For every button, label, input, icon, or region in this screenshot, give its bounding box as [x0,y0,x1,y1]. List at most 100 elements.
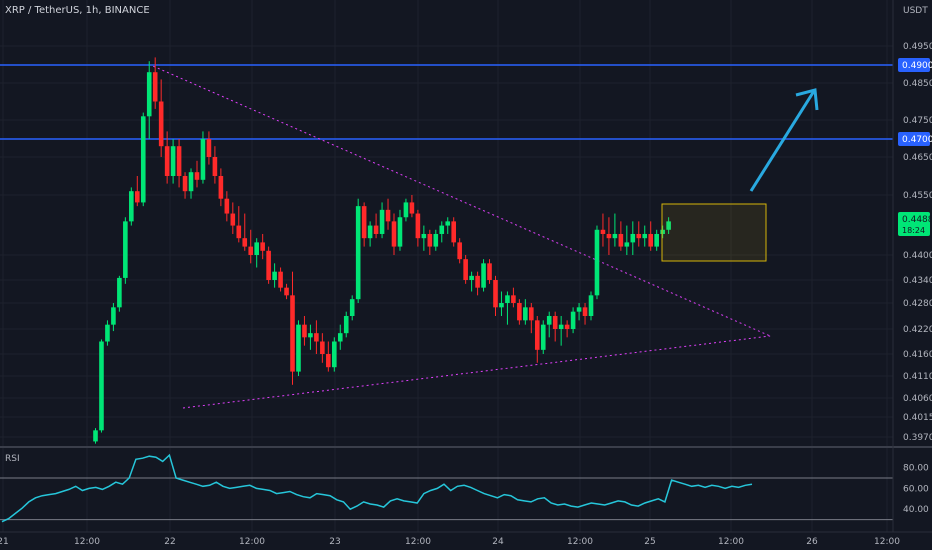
triangle-trendlines[interactable] [153,65,771,409]
rsi-panel [0,453,893,523]
lower-trendline[interactable] [182,335,771,409]
upper-trendline[interactable] [153,65,771,337]
candle-body [218,176,224,199]
price-tick-label: 0.4060 [903,394,932,404]
candle-body [314,333,319,342]
candle-body [152,72,158,102]
price-tick-label: 0.4340 [903,276,932,286]
time-tick-label: 24 [492,537,504,547]
time-tick-label: 12:00 [405,537,431,547]
candle-body [242,238,248,247]
candle-body [176,146,182,176]
candle-body [117,277,122,308]
candle-body [134,191,140,203]
price-tick-label: 0.4110 [903,372,932,382]
candle-body [266,250,271,280]
candle-body [427,233,433,247]
candle-body [248,246,254,255]
candle-body [630,233,636,243]
level-price-tag [898,132,930,146]
level-price-label: 0.4700 [902,135,932,145]
candle-body [188,172,194,192]
candle-body [409,202,415,214]
candle-body [612,233,618,239]
candle-body [158,101,164,147]
rsi-line [1,453,753,523]
level-price-label: 0.4900 [902,61,932,71]
candle-body [385,209,391,222]
candle-body [433,233,439,247]
candle-body [236,225,242,239]
candle-body [564,324,570,329]
price-tick-label: 0.4015 [903,413,932,423]
candle-body [594,229,600,296]
candle-body [361,206,367,239]
chart-title: XRP / TetherUS, 1h, BINANCE [5,5,150,16]
candle-body [457,242,462,260]
price-tick-label: 0.4750 [903,116,932,126]
candle-body [230,213,236,226]
candle-body [355,206,361,300]
price-tick-label: 0.4950 [903,42,932,52]
arrow-icon[interactable] [749,88,819,192]
candle-body [343,316,349,334]
candle-body [582,307,588,316]
time-tick-label: 21 [0,537,9,547]
candle-body [170,146,176,176]
candle-body [606,233,612,239]
candle-body [326,354,331,368]
candle-body [552,316,558,329]
candle-body [99,341,104,431]
time-tick-label: 12:00 [874,537,900,547]
candle-body [164,146,170,176]
candle-body [421,233,427,239]
candle-body [529,307,534,321]
candle-body [391,221,397,247]
candle-body [111,307,116,325]
candle-body [576,307,582,312]
candle-body [337,333,343,342]
price-tick-label: 0.4550 [903,191,932,201]
price-tick-label: 0.3970 [903,433,932,443]
candle-body [618,233,624,247]
candle-body [469,275,474,280]
candle-body [200,139,206,180]
candle-body [194,172,200,180]
candlesticks [93,57,671,444]
rsi-label: RSI [5,454,20,464]
time-tick-label: 12:00 [567,537,593,547]
time-tick-label: 12:00 [718,537,744,547]
time-tick-label: 23 [329,537,340,547]
candle-body [296,324,301,372]
price-tick-label: 0.4280 [903,299,932,309]
candle-body [517,303,522,321]
time-tick-label: 22 [164,537,175,547]
candle-body [278,271,283,288]
price-tick-label: 0.4850 [903,79,932,89]
candle-body [451,221,456,243]
candle-body [212,157,218,176]
consolidation-box[interactable] [661,203,767,262]
candle-body [499,303,504,308]
candle-body [140,116,146,203]
candle-body [654,233,659,247]
time-axis[interactable]: 21 12:00 22 12:00 23 12:00 24 12:00 25 12:00 26 12:… [0,537,900,547]
price-tick-label: 0.4650 [903,153,932,163]
time-tick-label: 12:00 [74,537,100,547]
last-price-label: 0.4488 [902,215,932,225]
candle-body [284,287,289,296]
candle-body [397,217,403,247]
candle-body [224,198,230,214]
level-price-tag [898,58,930,72]
candle-body [487,263,492,280]
candle-body [493,280,498,308]
time-tick-label: 25 [644,537,655,547]
candle-body [600,229,606,234]
candle-body [93,430,98,442]
price-tick-label: 0.4400 [903,251,932,261]
candle-body [445,221,451,226]
candle-body [660,229,665,234]
candle-body [367,225,373,239]
price-axis[interactable]: 0.4950 0.4850 0.4750 0.4650 0.4550 0.4400 0.43… [898,42,932,515]
